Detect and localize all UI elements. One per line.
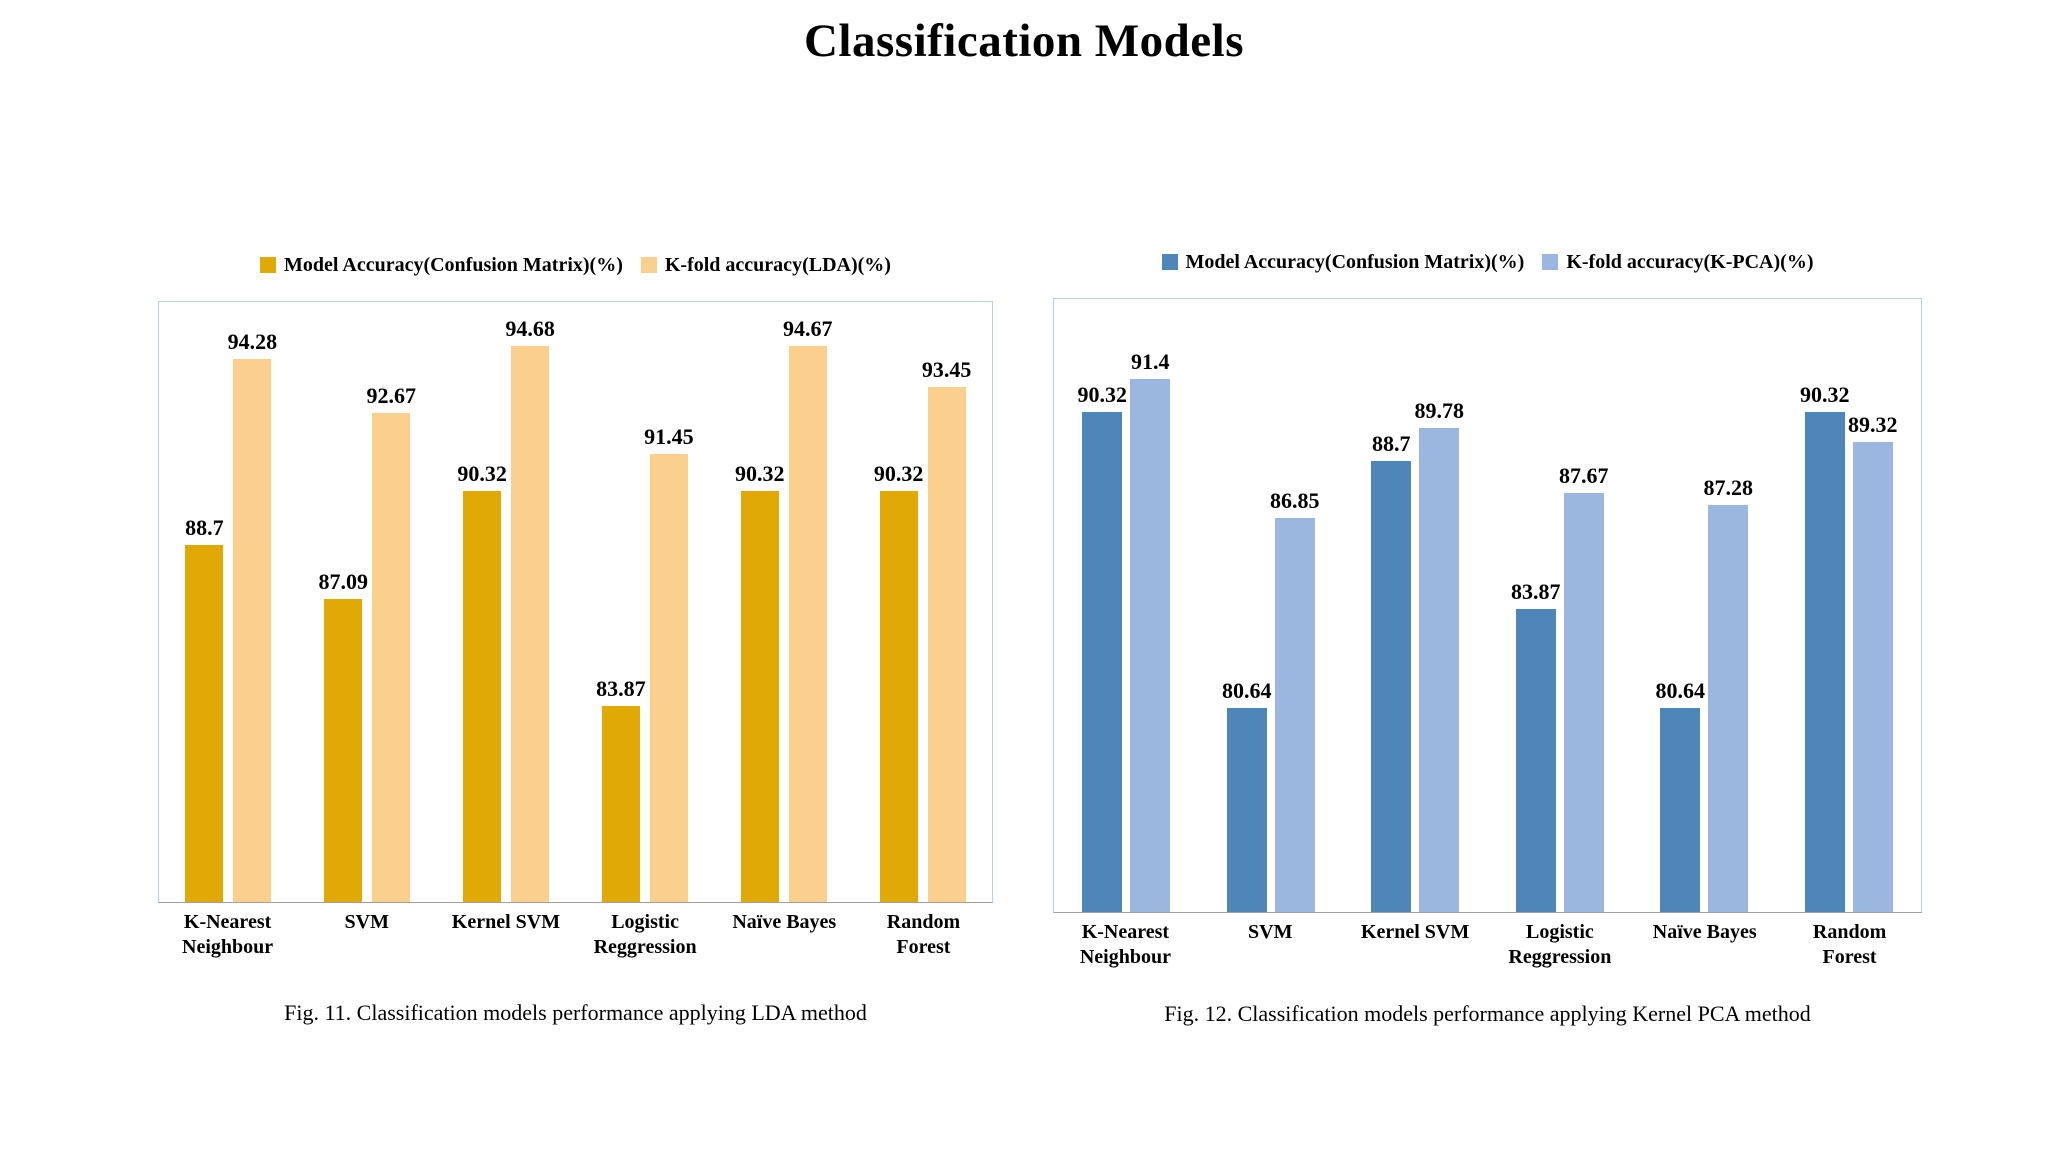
bar-series1-cat4 [601,706,640,902]
figure-kpca-chart: Model Accuracy(Confusion Matrix)(%) K-fol… [1053,249,1922,1027]
bar-series1-cat5 [1660,708,1701,912]
bar-series2-cat6 [927,387,966,902]
bar-value-label: 93.45 [921,357,972,382]
bar-series1-cat3 [1371,461,1412,912]
bar-value-label: 89.78 [1414,398,1465,423]
bar-value-label: 90.32 [1800,382,1850,407]
bar-value-label: 92.67 [366,383,417,408]
bar-series2-cat6 [1852,442,1893,912]
bar-series2-cat1 [1130,379,1171,912]
figure-lda-chart: Model Accuracy(Confusion Matrix)(%) K-fol… [158,252,993,1026]
bar-series1-cat5 [740,491,779,902]
legend-label: K-fold accuracy(K-PCA)(%) [1566,250,1814,273]
figure-caption-kpca: Fig. 12. Classification models performan… [1164,1001,1811,1026]
legend-label: K-fold accuracy(LDA)(%) [664,253,891,276]
bar-value-label: 80.64 [1222,678,1272,703]
legend-swatch-icon [1542,254,1559,270]
bar-value-label: 87.28 [1703,475,1754,500]
bar-series1-cat6 [879,491,918,902]
bar-series1-cat2 [324,599,363,902]
x-axis-labels-lda: K-Nearest Neighbour SVM Kernel SVM Logistic… [158,910,993,960]
bar-series2-cat3 [1419,428,1460,912]
category-label: Random Forest [886,911,961,958]
category-label: SVM [1248,921,1293,943]
category-label: Logistic Reggression [593,911,697,958]
bar-value-label: 94.68 [505,316,555,341]
bar-value-label: 94.67 [783,316,833,341]
category-label: Naïve Bayes [732,911,837,933]
bar-value-label: 87.09 [318,569,369,594]
bar-series2-cat2 [372,413,411,902]
category-label: Kernel SVM [451,911,561,933]
bar-value-label: 90.32 [457,461,507,486]
bar-value-label: 83.87 [1511,579,1561,604]
plot-area-lda: 88.7 87.09 90.32 83.87 90.32 90.32 94.28 92.67 9… [158,301,993,903]
bar-value-label: 90.32 [735,461,785,486]
bar-value-label: 91.4 [1131,349,1170,374]
bar-value-label: 88.7 [1372,431,1411,456]
bar-series2-cat4 [649,454,688,902]
bar-series1-cat3 [463,491,502,902]
bar-value-label: 88.7 [185,515,224,540]
bar-value-label: 90.32 [1077,382,1127,407]
legend-swatch-icon [260,257,277,273]
x-axis-labels-kpca: K-Nearest Neighbour SVM Kernel SVM Logistic… [1053,920,1922,970]
bar-value-label: 91.45 [644,424,694,449]
bar-value-label: 86.85 [1270,488,1320,513]
bar-series1-cat1 [1082,412,1123,912]
bar-value-label: 90.32 [873,461,924,486]
legend-swatch-icon [640,257,657,273]
legend-item: K-fold accuracy(LDA)(%) [640,253,891,277]
legend-item: K-fold accuracy(K-PCA)(%) [1542,251,1813,274]
legend-lda: Model Accuracy(Confusion Matrix)(%) K-fol… [158,252,993,278]
category-label: Naïve Bayes [1652,921,1757,943]
legend-item: Model Accuracy(Confusion Matrix)(%) [1161,250,1525,274]
bar-series2-cat5 [788,346,827,902]
bar-series1-cat1 [185,545,224,902]
category-label: SVM [344,911,389,933]
legend-item: Model Accuracy(Confusion Matrix)(%) [260,254,623,277]
category-label: K-Nearest Neighbour [182,911,274,958]
category-label: Kernel SVM [1360,921,1470,943]
bar-series2-cat5 [1708,505,1749,912]
bar-series1-cat2 [1226,708,1267,912]
legend-swatch-icon [1161,254,1178,270]
legend-label: Model Accuracy(Confusion Matrix)(%) [284,253,623,276]
category-label: K-Nearest Neighbour [1079,921,1171,968]
bar-series2-cat2 [1274,518,1315,912]
category-label: Random Forest [1812,921,1887,968]
legend-kpca: Model Accuracy(Confusion Matrix)(%) K-fol… [1053,249,1922,275]
bar-value-label: 94.28 [227,329,278,354]
figure-caption-lda: Fig. 11. Classification models performan… [284,1000,867,1025]
bar-series2-cat4 [1563,493,1604,912]
bar-value-label: 83.87 [596,676,646,701]
plot-area-kpca: 90.32 80.64 88.7 83.87 80.64 90.32 91.4 86.85 89… [1053,298,1922,913]
bar-series1-cat4 [1515,609,1556,912]
bar-series1-cat6 [1804,412,1845,912]
legend-label: Model Accuracy(Confusion Matrix)(%) [1185,250,1525,273]
bar-series2-cat1 [233,359,272,902]
bar-series2-cat3 [511,346,550,902]
bar-value-label: 80.64 [1655,678,1706,703]
page-title: Classification Models [803,15,1245,67]
bar-value-label: 89.32 [1848,412,1898,437]
bar-value-label: 87.67 [1559,463,1609,488]
category-label: Logistic Reggression [1508,921,1612,968]
